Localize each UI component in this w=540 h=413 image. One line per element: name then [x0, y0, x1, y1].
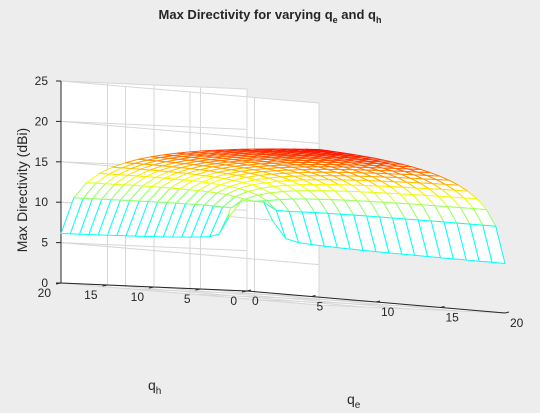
x-tick-mark: [375, 300, 381, 303]
y-axis-label: qh: [148, 377, 161, 397]
x-tick-mark: [311, 295, 316, 297]
z-tick-label: 5: [41, 236, 48, 250]
z-tick-label: 25: [35, 74, 49, 88]
floor-grid-line: [153, 286, 413, 310]
x-tick-mark: [504, 311, 510, 314]
x-axis-label: qe: [347, 391, 361, 411]
x-tick-mark: [440, 306, 445, 308]
x-tick-label: 20: [510, 316, 524, 330]
surface-cell: [482, 224, 506, 265]
y-tick-mark: [148, 286, 155, 289]
z-tick-label: 0: [41, 276, 48, 290]
y-tick-mark: [102, 284, 108, 287]
floor-grid-line: [107, 284, 366, 308]
x-tick-label: 0: [252, 294, 259, 308]
z-axis-label: Max Directivity (dBi): [14, 128, 30, 252]
left-wall-grid-line: [60, 80, 248, 90]
back-wall-grid-line: [60, 282, 320, 306]
y-tick-label: 5: [184, 292, 191, 306]
back-wall-grid-line: [60, 80, 320, 104]
left-wall-grid-line: [60, 242, 248, 252]
chart-title: Max Directivity for varying qe and qh: [159, 7, 382, 25]
y-tick-label: 10: [131, 290, 145, 304]
y-tick-label: 0: [230, 294, 237, 308]
x-tick-mark: [246, 289, 252, 292]
z-tick-label: 20: [35, 114, 49, 128]
x-tick-label: 10: [381, 305, 395, 319]
z-tick-label: 10: [35, 195, 49, 209]
surface-mesh: [60, 148, 506, 265]
x-tick-label: 5: [317, 300, 324, 314]
back-wall-grid-line: [60, 242, 320, 266]
y-tick-label: 20: [38, 286, 52, 300]
floor-grid-line: [200, 288, 459, 312]
y-tick-mark: [241, 290, 248, 293]
y-tick-label: 15: [84, 288, 98, 302]
axis-layer: [55, 80, 510, 314]
left-wall-grid-line: [60, 120, 248, 130]
x-tick-label: 15: [446, 311, 460, 325]
back-wall-grid-line: [60, 120, 320, 144]
z-tick-label: 15: [35, 155, 49, 169]
y-tick-mark: [195, 288, 201, 291]
